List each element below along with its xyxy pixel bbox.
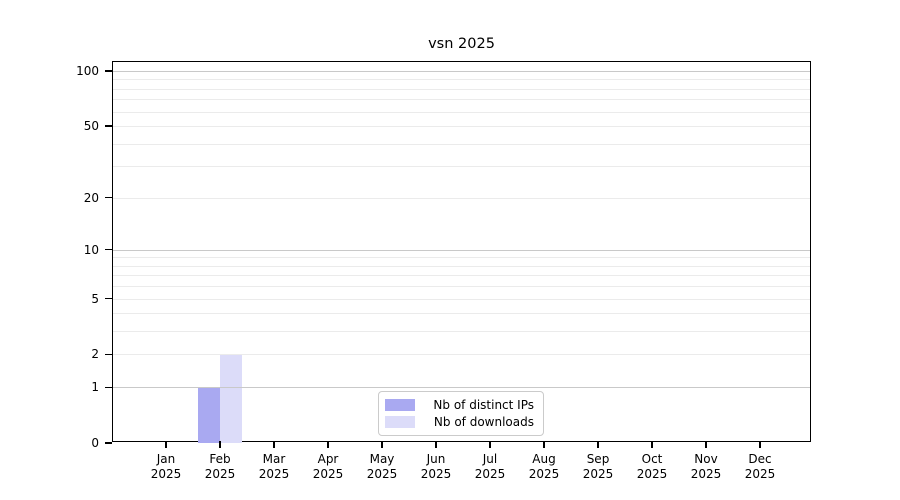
x-tick-label: Nov 2025 — [690, 452, 722, 481]
y-tick-mark — [105, 125, 112, 127]
x-tick-label: Sep 2025 — [582, 452, 614, 481]
y-tick-label: 20 — [83, 190, 99, 205]
gridline-minor — [113, 331, 810, 333]
x-tick-mark — [327, 441, 329, 448]
x-tick-mark — [165, 441, 167, 448]
gridline-minor — [113, 313, 810, 315]
legend-entry-distinct-ips: Nb of distinct IPs — [385, 397, 534, 413]
legend-label-downloads: Nb of downloads — [433, 415, 534, 429]
y-tick-label: 100 — [76, 64, 99, 78]
y-tick-label: 0 — [91, 436, 99, 450]
gridline-major — [113, 249, 810, 251]
y-tick-mark — [105, 442, 112, 444]
gridline-minor — [113, 286, 810, 288]
x-tick-label: Mar 2025 — [258, 452, 290, 481]
y-tick-mark — [105, 297, 112, 300]
legend-entry-downloads: Nb of downloads — [385, 414, 534, 430]
chart-title: vsn 2025 — [428, 36, 495, 52]
x-tick-mark — [759, 441, 761, 448]
y-tick-label: 50 — [83, 119, 99, 134]
x-tick-mark — [381, 441, 383, 448]
y-tick-label: 5 — [91, 291, 99, 306]
gridline-minor — [113, 166, 810, 168]
y-tick-mark — [105, 386, 112, 388]
gridline-major — [113, 71, 810, 72]
gridline-minor — [113, 275, 810, 277]
x-tick-label: Dec 2025 — [744, 452, 776, 481]
bar-downloads — [220, 354, 242, 443]
legend-swatch-distinct-ips — [385, 399, 415, 411]
x-tick-mark — [543, 441, 545, 448]
gridline-minor — [113, 298, 810, 300]
x-tick-mark — [651, 441, 653, 448]
y-tick-label: 1 — [91, 380, 99, 395]
gridline-minor — [113, 126, 810, 128]
legend-swatch-downloads — [385, 416, 415, 428]
y-tick-mark — [105, 196, 112, 199]
y-tick-mark — [105, 70, 112, 72]
x-tick-label: Oct 2025 — [636, 452, 668, 481]
plot-area: 0 1 2 5 10 20 50 100 Jan 2025 Feb 2025 Mar 2025 Ap… — [76, 61, 811, 481]
y-tick-label: 10 — [83, 242, 99, 257]
x-tick-mark — [705, 441, 707, 448]
gridline-minor — [113, 88, 810, 90]
x-tick-label: Jul 2025 — [474, 452, 506, 481]
x-tick-mark — [273, 441, 275, 448]
gridline-minor — [113, 79, 810, 81]
y-tick-mark — [105, 353, 112, 356]
gridline-minor — [113, 99, 810, 101]
legend: Nb of distinct IPs Nb of downloads — [378, 391, 544, 436]
x-tick-label: May 2025 — [366, 452, 398, 481]
x-tick-label: Jun 2025 — [420, 452, 452, 481]
gridline-minor — [113, 265, 810, 267]
x-tick-label: Apr 2025 — [312, 452, 344, 481]
x-tick-mark — [597, 441, 599, 448]
x-tick-mark — [435, 441, 437, 448]
gridline-minor — [113, 354, 810, 356]
legend-label-distinct-ips: Nb of distinct IPs — [433, 398, 534, 412]
y-tick-mark — [105, 249, 112, 251]
bar-distinct-ips — [198, 387, 220, 443]
x-tick-label: Jan 2025 — [150, 452, 182, 481]
gridline-major — [113, 387, 810, 389]
gridline-minor — [113, 111, 810, 113]
gridline-minor — [113, 257, 810, 259]
x-tick-mark — [489, 441, 491, 448]
gridline-minor — [113, 197, 810, 199]
x-tick-mark — [219, 441, 221, 448]
y-tick-label: 2 — [91, 347, 99, 362]
gridline-minor — [113, 143, 810, 145]
x-tick-label: Feb 2025 — [204, 452, 236, 481]
x-tick-label: Aug 2025 — [528, 452, 560, 481]
